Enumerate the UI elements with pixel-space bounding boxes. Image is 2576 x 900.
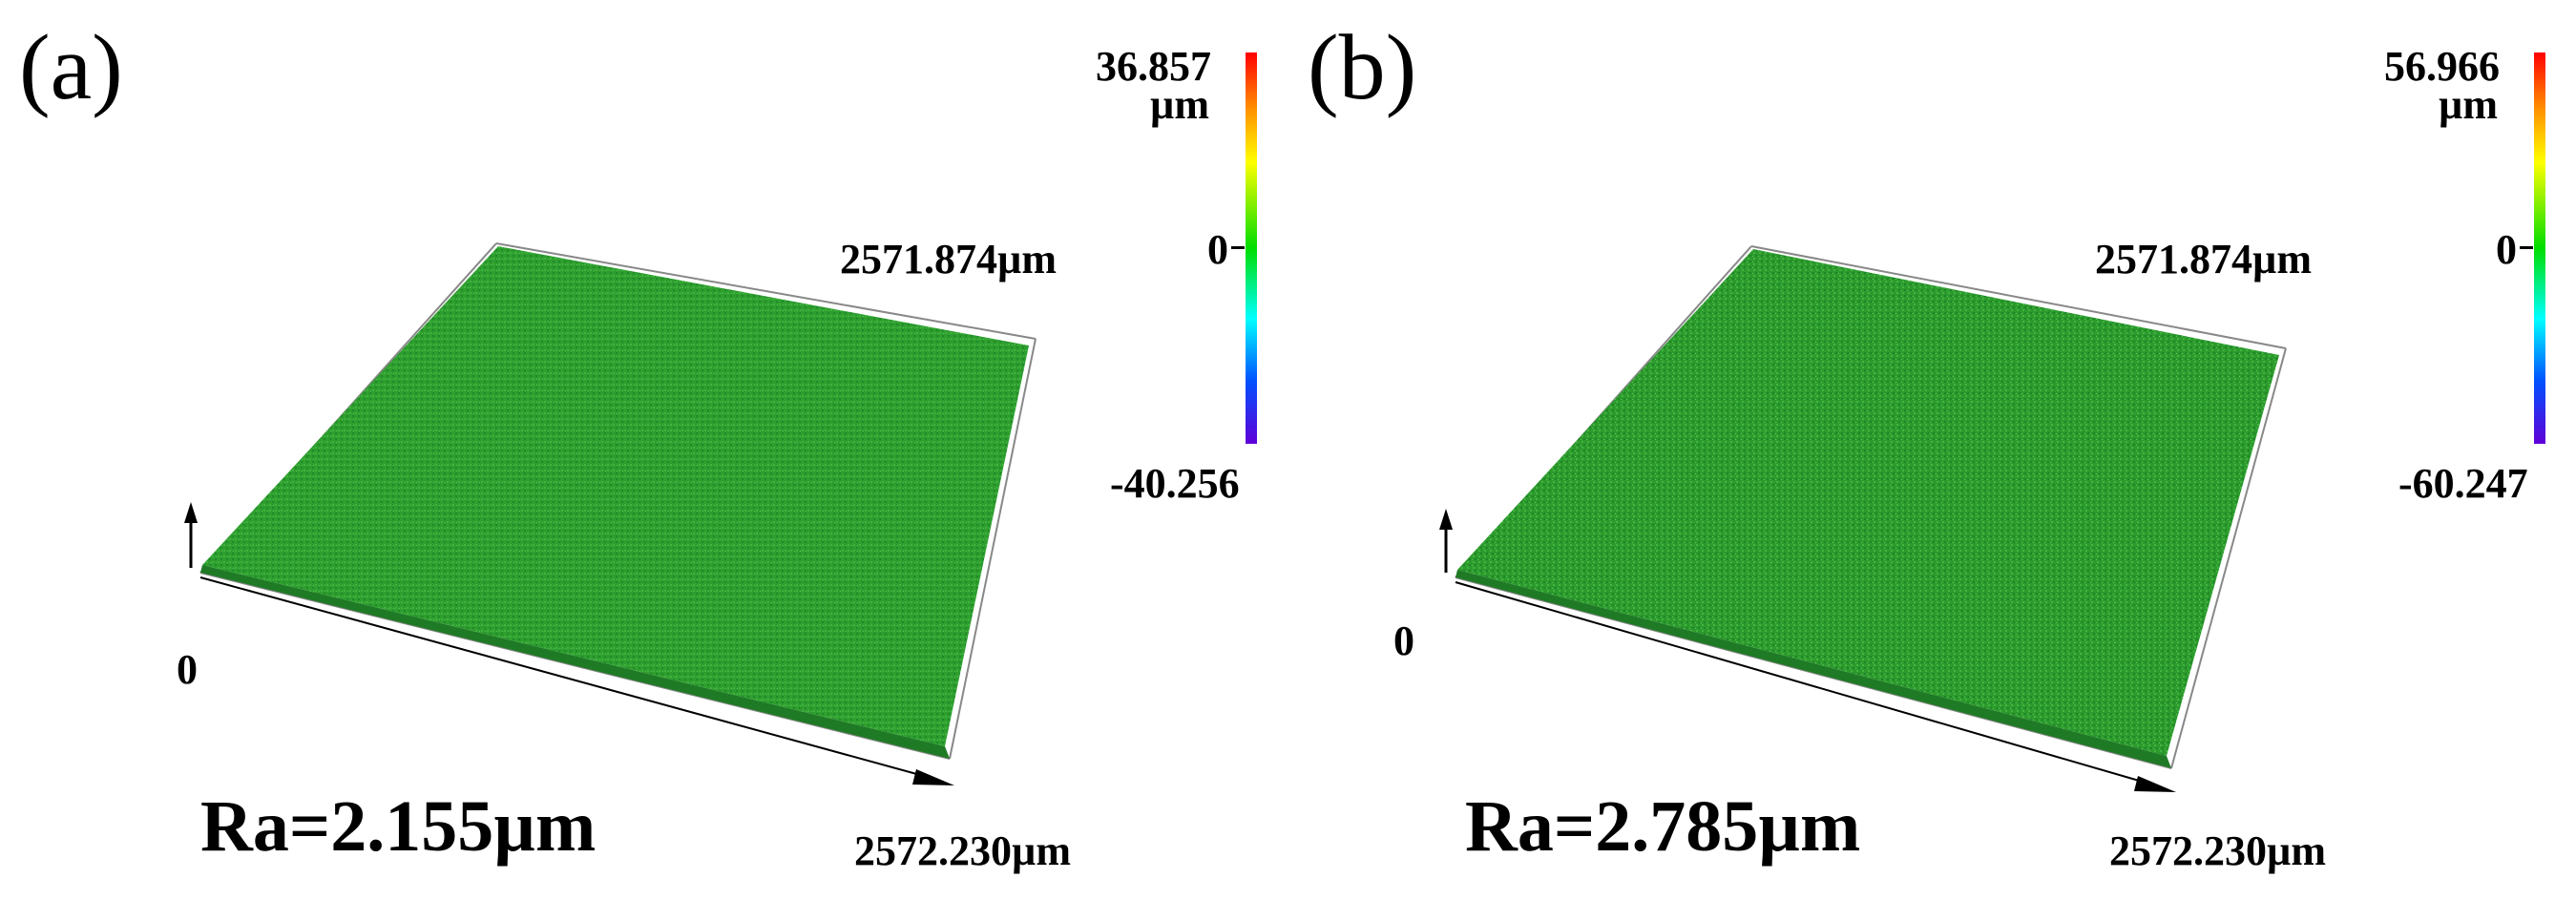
surface-texture (202, 246, 1029, 746)
surface-plot (184, 242, 1037, 785)
colorbar-unit: µm (1150, 81, 1210, 128)
colorbar (2534, 52, 2545, 444)
y-extent-label: 2571.874µm (840, 236, 1058, 283)
panel-a: (a) 2571.874µm 0 2572.230µm 36.857 µm 0 … (19, 16, 1257, 874)
colorbar-unit: µm (2439, 81, 2499, 128)
colorbar-mid: 0 (1207, 226, 1228, 273)
x-extent-label: 2572.230µm (2109, 827, 2327, 874)
y-extent-label: 2571.874µm (2095, 236, 2313, 283)
panel-b: (b) 2571.874µm 0 2572.230µm 56.966 µm 0 … (1288, 0, 2576, 900)
roughness-value: Ra=2.785µm (1465, 786, 1861, 867)
surface-side (200, 565, 950, 759)
x-extent-label: 2572.230µm (854, 827, 1072, 874)
box-back-edge (495, 242, 1037, 340)
panel-label: (b) (1308, 16, 1417, 119)
surface-side (1456, 570, 2171, 768)
x-axis (1455, 581, 2153, 785)
colorbar-min: -40.256 (1110, 460, 1240, 507)
origin-label: 0 (177, 646, 198, 693)
z-axis-arrow-icon (184, 502, 198, 523)
x-axis-arrow-icon (912, 769, 954, 785)
origin-label: 0 (1393, 617, 1414, 664)
colorbar-min: -60.247 (2398, 460, 2528, 507)
box-right-edge (949, 338, 1037, 760)
panel-label: (a) (19, 16, 123, 119)
colorbar-max: 36.857 (1096, 43, 1211, 90)
box-right-edge (2170, 347, 2287, 769)
colorbar (1246, 52, 1257, 444)
box-back-edge (1750, 245, 2287, 349)
z-axis-arrow-icon (1439, 509, 1453, 530)
colorbar-max: 56.966 (2384, 43, 2500, 90)
surface-texture (1457, 249, 2279, 756)
colorbar-mid: 0 (2496, 226, 2517, 273)
colorbar-zero-tick (2520, 246, 2533, 249)
x-axis-arrow-icon (2134, 776, 2176, 792)
x-axis (199, 576, 932, 779)
colorbar-zero-tick (1231, 246, 1245, 249)
roughness-value: Ra=2.155µm (200, 786, 597, 867)
surface-plot (1439, 245, 2287, 792)
